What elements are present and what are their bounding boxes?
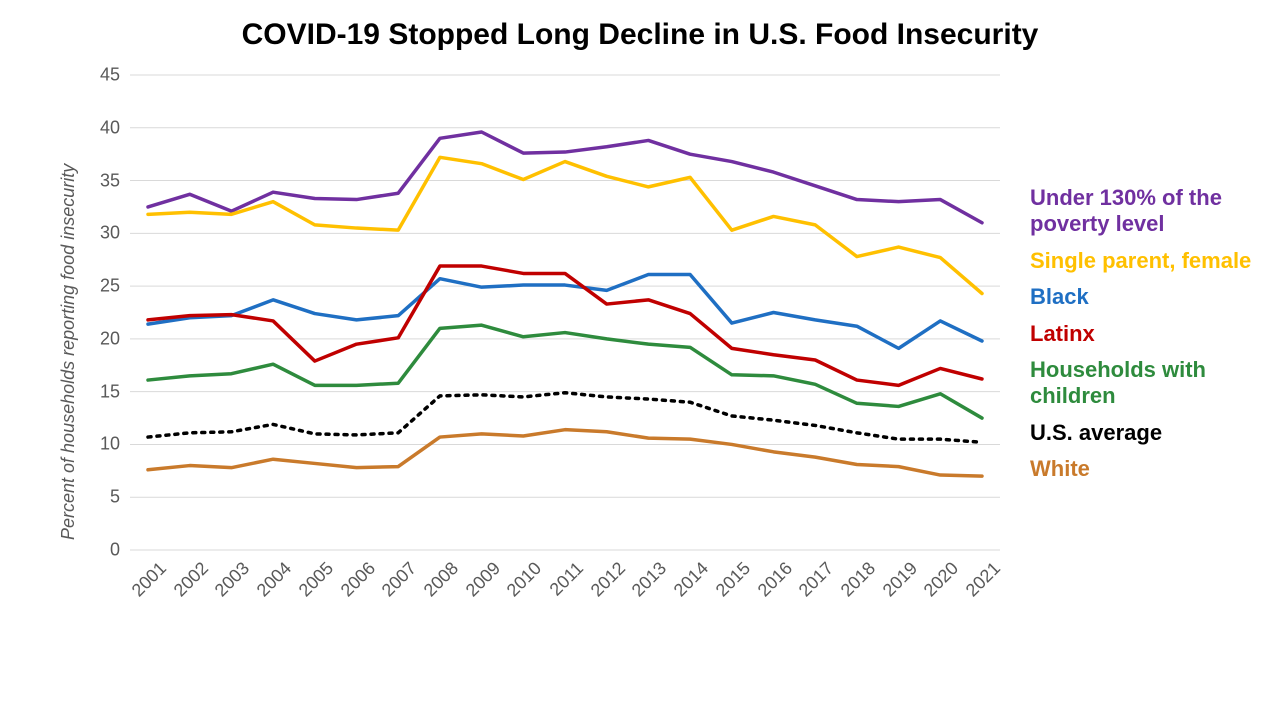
- series-line-white: [148, 430, 982, 476]
- legend-item-single_parent_female: Single parent, female: [1030, 248, 1260, 274]
- y-tick-label: 45: [70, 65, 120, 86]
- series-line-us_avg: [148, 393, 982, 443]
- legend-item-children: Households with children: [1030, 357, 1260, 410]
- legend-item-poverty: Under 130% of the poverty level: [1030, 185, 1260, 238]
- series-line-black: [148, 275, 982, 349]
- series-line-poverty: [148, 132, 982, 223]
- y-tick-label: 30: [70, 223, 120, 244]
- plot-area: 051015202530354045 200120022003200420052…: [130, 75, 1000, 550]
- y-tick-label: 5: [70, 487, 120, 508]
- plot-svg: [130, 75, 1000, 550]
- legend-item-latinx: Latinx: [1030, 321, 1260, 347]
- legend-item-white: White: [1030, 456, 1260, 482]
- y-tick-label: 15: [70, 381, 120, 402]
- y-tick-label: 0: [70, 540, 120, 561]
- legend-item-black: Black: [1030, 284, 1260, 310]
- legend: Under 130% of the poverty level Single pa…: [1030, 185, 1260, 493]
- legend-item-us_avg: U.S. average: [1030, 420, 1260, 446]
- y-tick-label: 20: [70, 328, 120, 349]
- y-axis-label: Percent of households reporting food ins…: [58, 164, 79, 540]
- y-tick-label: 40: [70, 117, 120, 138]
- y-tick-label: 25: [70, 276, 120, 297]
- y-tick-label: 10: [70, 434, 120, 455]
- chart-container: COVID-19 Stopped Long Decline in U.S. Fo…: [0, 0, 1280, 720]
- chart-title: COVID-19 Stopped Long Decline in U.S. Fo…: [0, 18, 1280, 52]
- y-tick-label: 35: [70, 170, 120, 191]
